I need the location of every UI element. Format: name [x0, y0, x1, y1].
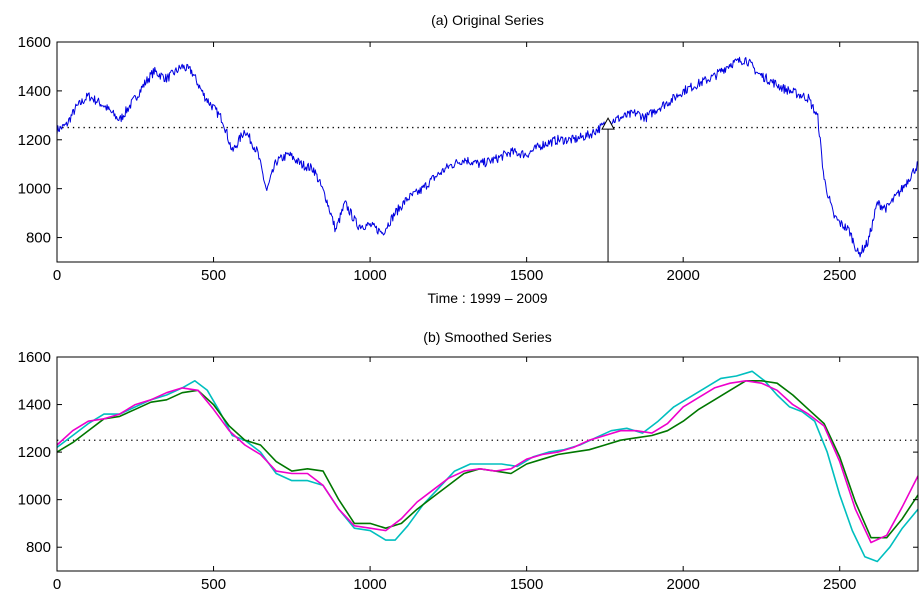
y-tick-label: 1000: [18, 492, 51, 509]
x-axis-label: Time : 1999 – 2009: [427, 290, 547, 306]
y-tick-label: 1200: [18, 132, 51, 149]
marker-triangle: [601, 117, 615, 130]
x-tick-label: 1000: [353, 576, 386, 593]
series-line-1: [57, 379, 918, 539]
x-tick-label: 1500: [510, 576, 543, 593]
y-tick-label: 1400: [18, 83, 51, 100]
chart-title: (a) Original Series: [431, 12, 544, 28]
y-tick-label: 800: [26, 230, 51, 247]
chart-title: (b) Smoothed Series: [423, 329, 551, 345]
x-tick-label: 2500: [823, 576, 856, 593]
x-tick-label: 2000: [666, 576, 699, 593]
x-tick-label: 0: [53, 576, 61, 593]
x-tick-label: 500: [201, 576, 226, 593]
x-tick-label: 1000: [353, 267, 386, 284]
x-tick-label: 1500: [510, 267, 543, 284]
plot-frame: [56, 356, 919, 572]
y-tick-label: 1400: [18, 397, 51, 414]
x-tick-label: 500: [201, 267, 226, 284]
series-line-0: [57, 56, 918, 258]
y-tick-label: 1000: [18, 181, 51, 198]
series-line-0: [57, 370, 918, 563]
panel-smoothed-series: (b) Smoothed Series 0 500 1000 1500 2000 2500…: [18, 329, 919, 593]
x-tick-label: 2000: [666, 267, 699, 284]
y-tick-label: 1600: [18, 349, 51, 366]
series-line-2: [57, 379, 918, 544]
x-tick-label: 2500: [823, 267, 856, 284]
plot-frame: [56, 41, 919, 263]
panel-original-series: (a) Original Series Time : 1999 – 2009 0…: [18, 12, 919, 306]
y-tick-label: 1200: [18, 444, 51, 461]
y-tick-label: 1600: [18, 34, 51, 51]
y-tick-label: 800: [26, 539, 51, 556]
x-tick-label: 0: [53, 267, 61, 284]
